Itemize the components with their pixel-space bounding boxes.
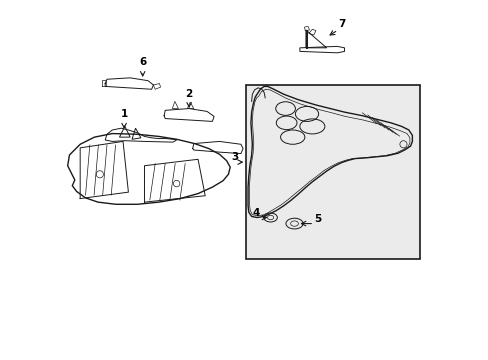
Text: 1: 1 bbox=[120, 109, 127, 119]
Text: 5: 5 bbox=[314, 213, 321, 224]
Text: 4: 4 bbox=[252, 207, 260, 217]
Text: 7: 7 bbox=[337, 18, 345, 28]
Bar bbox=[246, 85, 419, 258]
Text: 2: 2 bbox=[185, 89, 192, 99]
Text: 6: 6 bbox=[139, 57, 146, 67]
Text: 3: 3 bbox=[230, 152, 238, 162]
